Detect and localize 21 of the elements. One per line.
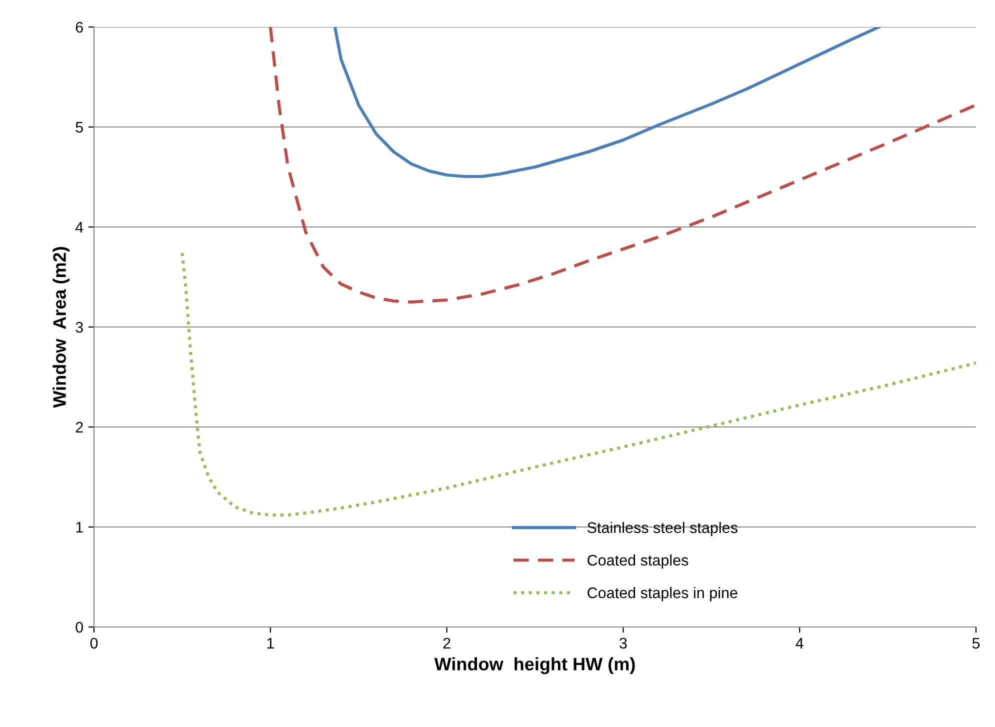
x-tick-label: 0 xyxy=(90,638,98,649)
y-tick-label: 5 xyxy=(76,122,83,133)
legend-label: Stainless steel staples xyxy=(588,522,738,536)
y-tick-label: 3 xyxy=(76,322,83,333)
legend-label: Coated staples in pine xyxy=(588,587,738,602)
x-tick-label: 3 xyxy=(620,638,627,649)
x-tick-label: 4 xyxy=(796,638,804,648)
y-tick-label: 4 xyxy=(75,222,84,233)
line-series xyxy=(268,27,976,304)
y-tick-label: 2 xyxy=(76,422,83,433)
x-axis-title: Window height HW (m) xyxy=(434,657,635,674)
y-axis-title: Window Area (m2) xyxy=(52,247,70,408)
line-series xyxy=(180,251,976,517)
y-tick-label: 0 xyxy=(76,622,83,633)
x-tick-label: 2 xyxy=(443,638,450,648)
y-tick-label: 1 xyxy=(76,522,83,533)
x-tick-label: 5 xyxy=(972,638,980,649)
x-tick-label: 1 xyxy=(267,638,274,648)
line-series xyxy=(333,27,881,178)
y-tick-label: 6 xyxy=(76,22,83,33)
legend-label: Coated staples xyxy=(588,554,688,569)
